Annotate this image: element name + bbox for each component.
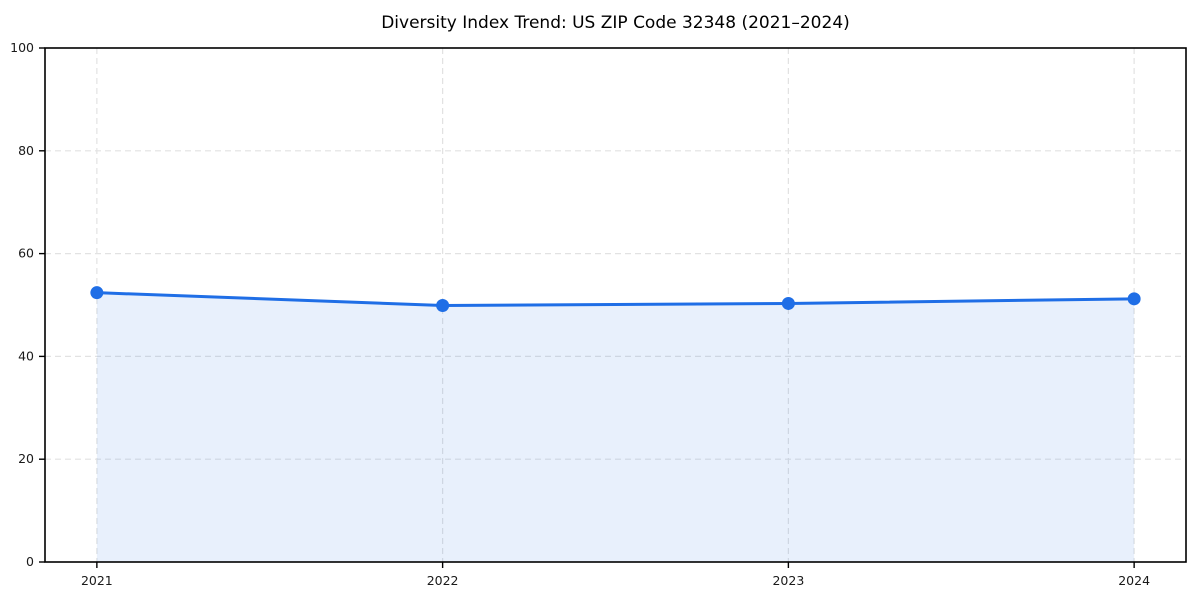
y-tick-label: 80 xyxy=(18,143,34,158)
y-tick-label: 60 xyxy=(18,246,34,261)
x-tick-label: 2024 xyxy=(1118,573,1150,588)
chart-title: Diversity Index Trend: US ZIP Code 32348… xyxy=(381,13,850,33)
plot-border xyxy=(44,47,1187,563)
data-point-marker xyxy=(90,286,104,300)
x-tick-label: 2022 xyxy=(427,573,459,588)
trend-line xyxy=(95,291,1136,308)
area-fill xyxy=(96,292,1135,562)
data-point-marker xyxy=(1127,292,1141,306)
y-tick-label: 100 xyxy=(10,40,34,55)
x-tick-label: 2023 xyxy=(772,573,804,588)
y-tick-label: 20 xyxy=(18,451,34,466)
y-tick-label: 40 xyxy=(18,348,34,363)
x-tick-label: 2021 xyxy=(81,573,113,588)
data-point-marker xyxy=(436,299,450,313)
y-tick-label: 0 xyxy=(26,554,34,569)
data-point-marker xyxy=(781,296,795,310)
